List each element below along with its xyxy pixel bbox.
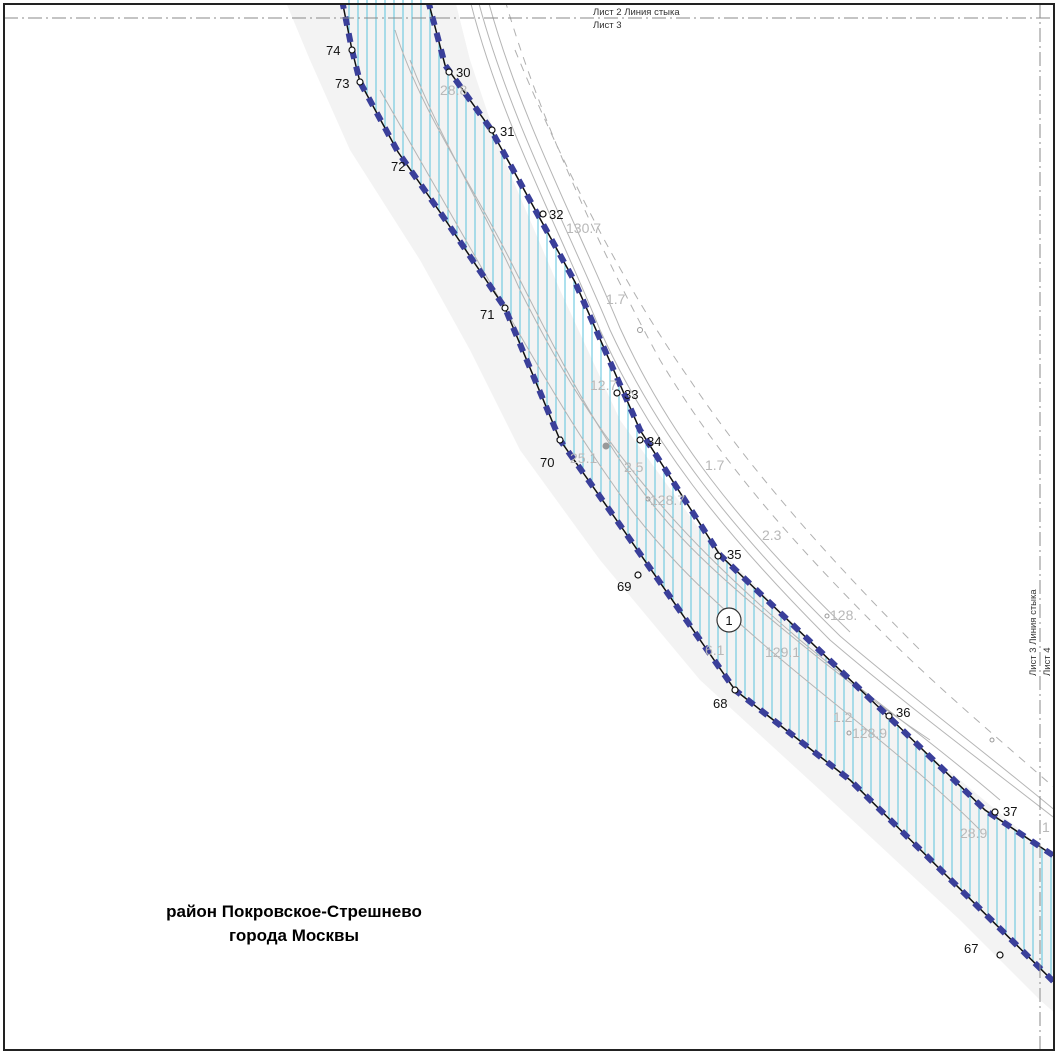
survey-marks	[602, 327, 995, 743]
elevation-label: 6.1	[705, 642, 725, 658]
point-label: 31	[500, 124, 514, 139]
point-label: 70	[540, 455, 554, 470]
survey-lines	[379, 4, 1054, 831]
point-label: 33	[624, 387, 638, 402]
elevation-label: 130.7	[566, 220, 601, 236]
point-label: 72	[391, 159, 405, 174]
point-label: 32	[549, 207, 563, 222]
point-label: 67	[964, 941, 978, 956]
district-name: район Покровское-Стрешнево	[166, 902, 422, 921]
dash-lines	[505, 4, 1054, 789]
elevation-labels: 28.8 130.7 1.7 12.7 25.1 2.5 128.7 2.3 1…	[440, 82, 1050, 841]
sheet-label-top-line: Лист 2 Линия стыка	[593, 7, 680, 18]
elevation-label: 25.1	[570, 450, 597, 466]
point-label: 73	[335, 76, 349, 91]
sheet-label-right-line: Лист 3 Линия стыка	[1028, 589, 1039, 676]
boundary-points	[348, 46, 1004, 959]
point-labels: 74 73 72 71 70 69 68 67 30 31 32 33 34 3…	[326, 43, 1017, 956]
map-frame	[3, 3, 1055, 1051]
point-label: 30	[456, 65, 470, 80]
point-label: 71	[480, 307, 494, 322]
elevation-label: 12.7	[590, 377, 617, 393]
point-label: 36	[896, 705, 910, 720]
elevation-label: 128.	[830, 607, 857, 623]
elevation-label: 128.7	[650, 492, 685, 508]
point-label: 35	[727, 547, 741, 562]
elevation-label: 1.7	[705, 457, 725, 473]
zone-number: 1	[725, 613, 732, 628]
elevation-label: 128.9	[852, 725, 887, 741]
point-label: 69	[617, 579, 631, 594]
point-label: 74	[326, 43, 340, 58]
elevation-label: 2.3	[762, 527, 782, 543]
district-label-bg	[122, 895, 466, 947]
point-label: 68	[713, 696, 727, 711]
sheet-label-top-sheet: Лист 3	[593, 20, 622, 31]
elevation-label: 1	[1042, 819, 1050, 835]
zone-marker: 1	[716, 607, 742, 633]
elevation-label: 28.8	[440, 82, 467, 98]
point-label: 34	[647, 434, 661, 449]
elevation-label: 28.9	[960, 825, 987, 841]
elevation-label: 2.5	[624, 459, 644, 475]
elevation-label: 1.7	[606, 291, 626, 307]
point-label: 37	[1003, 804, 1017, 819]
elevation-label: 129.1	[765, 644, 800, 660]
district-city: города Москвы	[229, 926, 359, 945]
sheet-label-right-sheet: Лист 4	[1042, 647, 1053, 676]
elevation-label: 1.2	[833, 709, 853, 725]
